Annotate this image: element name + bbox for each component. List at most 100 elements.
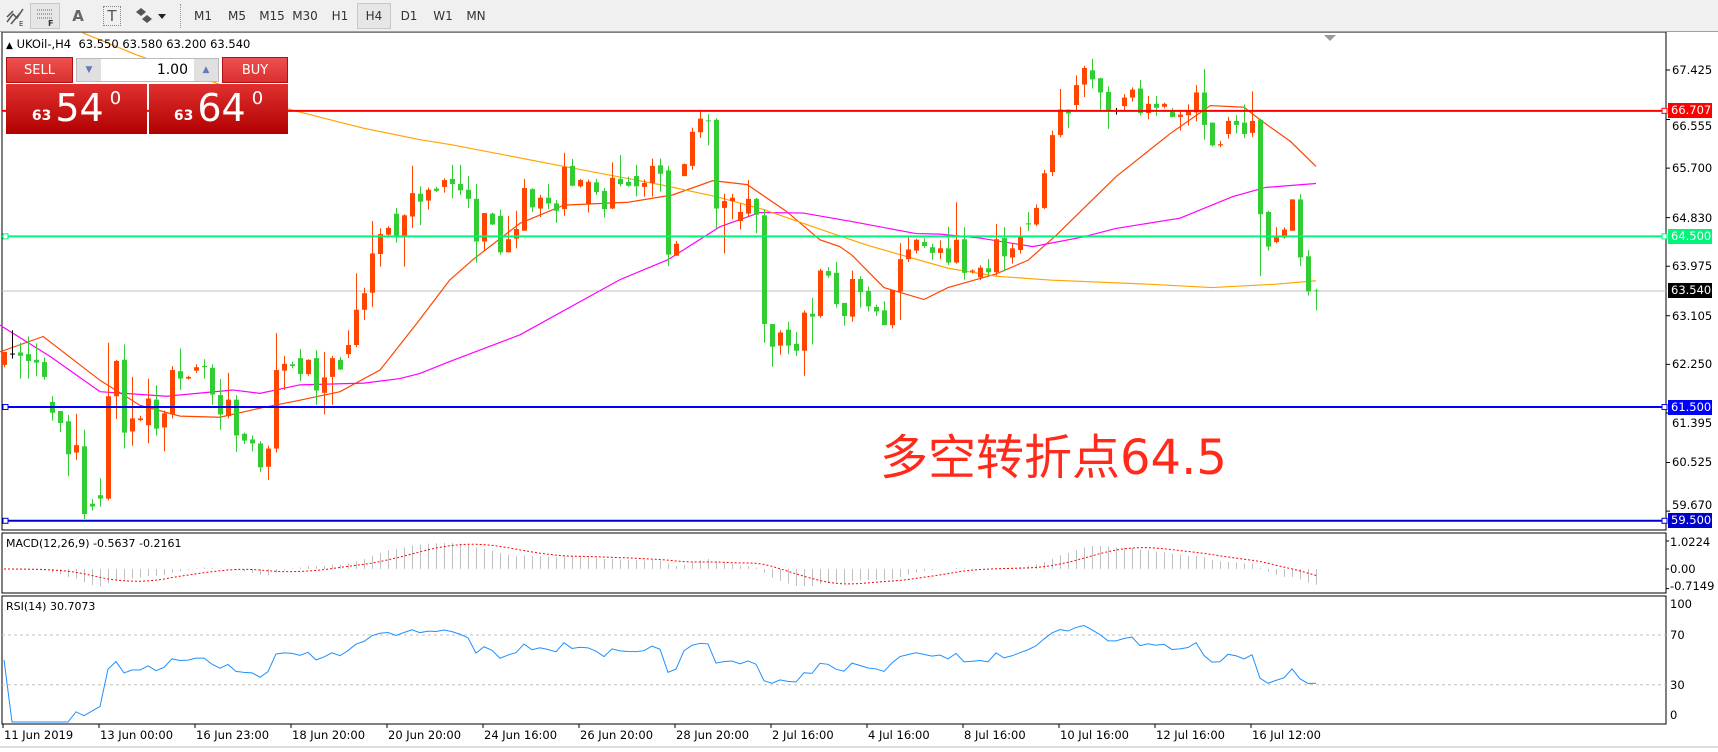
timeframe-m5-button[interactable]: M5 [228, 9, 246, 23]
candle [1274, 227, 1279, 244]
chart-annotation-text[interactable]: 多空转折点64.5 [880, 430, 1227, 486]
lot-size-input[interactable]: 1.00 [156, 62, 188, 78]
candle [234, 395, 239, 452]
candle [402, 214, 407, 267]
candle-body [818, 270, 823, 317]
candle [770, 323, 775, 367]
candle-body [258, 443, 263, 468]
candle [114, 359, 119, 419]
horizontal-line-price-tag: 61.500 [1668, 399, 1712, 415]
candle [850, 270, 855, 322]
candle [738, 203, 743, 230]
candle-body [546, 197, 551, 204]
candle-body [330, 358, 335, 377]
time-axis-label: 13 Jun 00:00 [100, 728, 174, 742]
timeframe-m1-button[interactable]: M1 [194, 9, 212, 23]
indicators-icon[interactable]: E [2, 3, 28, 29]
candle [370, 221, 375, 307]
line-handle-icon [2, 233, 9, 240]
lot-decrease-button[interactable]: ▼ [77, 59, 101, 81]
candle-body [386, 227, 391, 235]
candle-body [138, 418, 143, 421]
sell-button[interactable]: SELL [6, 57, 73, 83]
candle [418, 186, 423, 226]
timeframe-d1-button[interactable]: D1 [400, 9, 418, 23]
candle-body [970, 270, 975, 272]
candle [682, 163, 687, 177]
candle-body [1202, 92, 1207, 125]
sell-price-button[interactable]: 63 54 0 [6, 84, 147, 134]
lot-increase-button[interactable]: ▲ [194, 59, 218, 81]
candle-body [322, 377, 327, 393]
timeframe-m15-button[interactable]: M15 [259, 9, 285, 23]
candle [282, 355, 287, 390]
candle [378, 228, 383, 267]
time-axis-label: 24 Jun 16:00 [484, 728, 558, 742]
sell-price-pip: 0 [109, 88, 122, 109]
candle [442, 178, 447, 193]
timeframe-mn-button[interactable]: MN [466, 9, 486, 23]
candle [274, 333, 279, 453]
candle [218, 379, 223, 430]
candle-body [522, 188, 527, 231]
candle [898, 243, 903, 320]
buy-price-button[interactable]: 63 64 0 [149, 84, 288, 134]
candle [354, 273, 359, 348]
candle-body [58, 411, 63, 423]
time-axis-label: 11 Jun 2019 [4, 728, 74, 742]
candle-body [610, 177, 615, 209]
timeframe-h4-button[interactable]: H4 [357, 3, 391, 29]
candle-body [530, 189, 535, 208]
timeframe-w1-button[interactable]: W1 [433, 9, 453, 23]
price-axis-label: 60.525 [1672, 455, 1713, 470]
candle-body [962, 239, 967, 273]
candle-body [442, 180, 447, 187]
candle-body [570, 165, 575, 186]
candle [842, 302, 847, 326]
candle [170, 366, 175, 419]
candle [98, 478, 103, 507]
collapse-arrow-icon[interactable]: ▲ [6, 41, 13, 51]
text-label-icon[interactable]: T [100, 3, 124, 29]
candle [1162, 102, 1167, 109]
candle [722, 193, 727, 254]
candle-body [618, 178, 623, 185]
timeframe-m30-button[interactable]: M30 [292, 9, 318, 23]
candle [458, 164, 463, 195]
candle [1170, 107, 1175, 118]
text-icon[interactable]: A [72, 7, 84, 25]
candle [1258, 118, 1263, 277]
arrows-dropdown-icon[interactable] [130, 3, 170, 29]
candle [1146, 95, 1151, 120]
time-axis-label: 4 Jul 16:00 [868, 728, 930, 742]
candle [338, 356, 343, 371]
candle [50, 396, 55, 421]
macd-panel [1, 532, 1667, 594]
timeframe-h1-button[interactable]: H1 [331, 9, 349, 23]
candle [346, 330, 351, 359]
candle [666, 165, 671, 266]
candle [434, 186, 439, 193]
buy-button[interactable]: BUY [222, 57, 288, 83]
candle-body [1218, 144, 1223, 146]
rsi-axis-label: 70 [1670, 628, 1685, 642]
candle [306, 359, 311, 376]
candle-body [754, 198, 759, 215]
candle-body [218, 395, 223, 415]
candle [202, 359, 207, 379]
candle [146, 378, 151, 444]
candle [922, 238, 927, 248]
chart-header: ▲ UKOil-,H4 63.550 63.580 63.200 63.540 [6, 37, 250, 53]
candle [330, 355, 335, 405]
candle [858, 276, 863, 308]
candle [194, 364, 199, 373]
candle-body [802, 312, 807, 351]
candle-body [938, 248, 943, 253]
candle-body [1122, 97, 1127, 107]
candle [562, 152, 567, 216]
template-icon[interactable]: F [30, 3, 60, 29]
candle-body [746, 198, 751, 214]
lot-size-field[interactable]: ▼ 1.00 ▲ [76, 58, 219, 82]
rsi-panel [1, 595, 1667, 725]
